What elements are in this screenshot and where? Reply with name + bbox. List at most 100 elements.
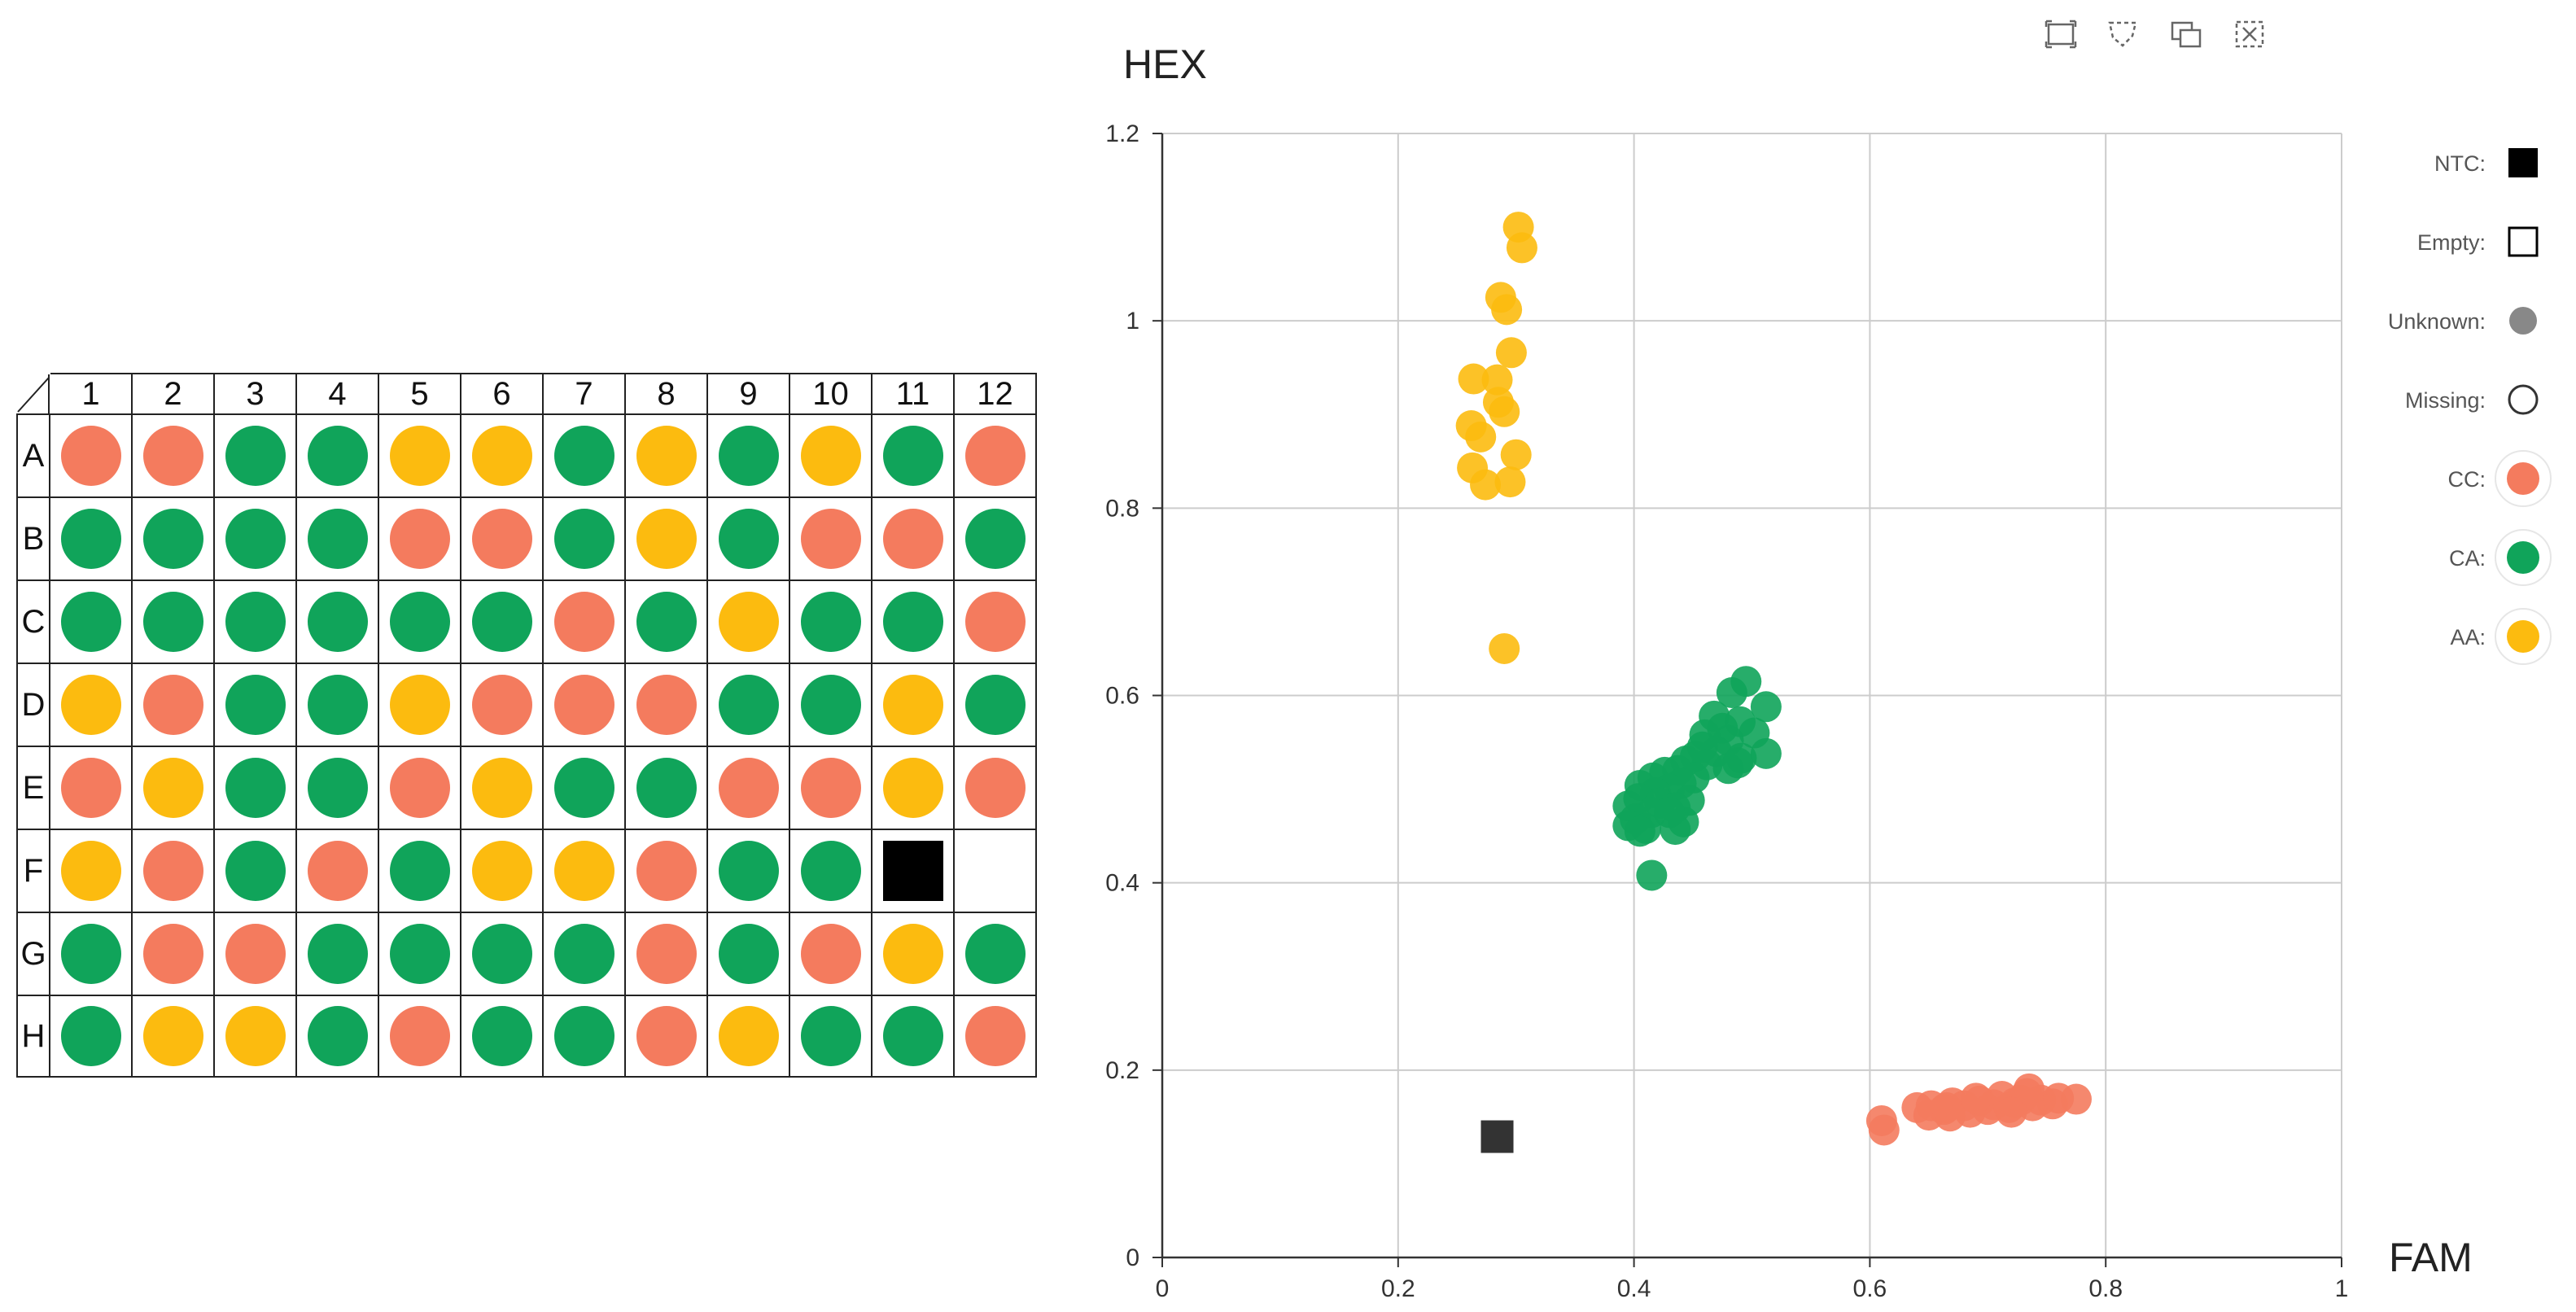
plate-well-C2[interactable] [133,579,215,663]
point-aa[interactable] [1489,632,1520,664]
plate-well-F3[interactable] [215,829,297,912]
plate-well-H7[interactable] [544,995,626,1078]
plate-well-A11[interactable] [873,413,955,496]
plate-well-B4[interactable] [297,496,379,579]
plate-well-H11[interactable] [873,995,955,1078]
plate-well-B7[interactable] [544,496,626,579]
plate-well-H2[interactable] [133,995,215,1078]
plate-well-D2[interactable] [133,663,215,746]
plate-well-G1[interactable] [50,912,133,995]
plate-well-F7[interactable] [544,829,626,912]
plate-well-A7[interactable] [544,413,626,496]
plate-well-A2[interactable] [133,413,215,496]
plate-well-F1[interactable] [50,829,133,912]
plate-well-G7[interactable] [544,912,626,995]
point-ca[interactable] [1722,747,1754,779]
plate-well-F4[interactable] [297,829,379,912]
plate-well-D3[interactable] [215,663,297,746]
plate-well-H10[interactable] [790,995,873,1078]
point-aa[interactable] [1500,439,1532,470]
plate-well-F6[interactable] [461,829,544,912]
plate-well-C10[interactable] [790,579,873,663]
plate-well-A5[interactable] [379,413,461,496]
plate-well-E12[interactable] [955,746,1037,829]
plate-well-A3[interactable] [215,413,297,496]
point-aa[interactable] [1470,469,1502,501]
plate-well-G9[interactable] [708,912,790,995]
plate-well-E5[interactable] [379,746,461,829]
point-cc[interactable] [1960,1082,1992,1114]
point-aa[interactable] [1458,363,1489,395]
plate-well-E11[interactable] [873,746,955,829]
point-cc[interactable] [2014,1073,2045,1104]
point-aa[interactable] [1495,337,1527,369]
plate-well-C8[interactable] [626,579,708,663]
plate-well-A4[interactable] [297,413,379,496]
plate-well-G12[interactable] [955,912,1037,995]
plate-well-F11[interactable] [873,829,955,912]
plate-well-B2[interactable] [133,496,215,579]
point-ca[interactable] [1750,691,1782,723]
plate-well-F5[interactable] [379,829,461,912]
plate-well-H1[interactable] [50,995,133,1078]
plate-well-E1[interactable] [50,746,133,829]
plate-well-F8[interactable] [626,829,708,912]
plate-well-D8[interactable] [626,663,708,746]
plate-well-D11[interactable] [873,663,955,746]
plate-well-D5[interactable] [379,663,461,746]
plate-well-C4[interactable] [297,579,379,663]
plate-well-B10[interactable] [790,496,873,579]
point-ca[interactable] [1654,797,1686,829]
lasso-select-icon[interactable] [2106,18,2139,50]
plate-well-A6[interactable] [461,413,544,496]
point-aa[interactable] [1481,364,1513,396]
point-aa[interactable] [1465,421,1497,453]
point-aa[interactable] [1491,294,1523,326]
plate-well-E2[interactable] [133,746,215,829]
plate-well-F12[interactable] [955,829,1037,912]
plate-well-A9[interactable] [708,413,790,496]
restore-view-icon[interactable] [2170,18,2202,50]
point-ca[interactable] [1636,859,1668,891]
point-ca[interactable] [1624,816,1655,847]
plate-well-H9[interactable] [708,995,790,1078]
plate-well-D4[interactable] [297,663,379,746]
point-ntc[interactable] [1480,1120,1514,1153]
clear-selection-icon[interactable] [2233,18,2266,50]
plate-well-E7[interactable] [544,746,626,829]
plate-well-E6[interactable] [461,746,544,829]
plate-well-D12[interactable] [955,663,1037,746]
point-aa[interactable] [1494,466,1526,498]
plate-well-C5[interactable] [379,579,461,663]
plate-well-F2[interactable] [133,829,215,912]
plate-well-B3[interactable] [215,496,297,579]
plate-well-G4[interactable] [297,912,379,995]
plate-well-H4[interactable] [297,995,379,1078]
plate-well-E4[interactable] [297,746,379,829]
point-cc[interactable] [1931,1091,1962,1123]
legend-aa-circle-icon[interactable] [2495,608,2552,665]
plate-well-H6[interactable] [461,995,544,1078]
plate-well-G11[interactable] [873,912,955,995]
plate-well-B6[interactable] [461,496,544,579]
plate-well-H12[interactable] [955,995,1037,1078]
point-ca[interactable] [1750,737,1782,769]
plate-well-A1[interactable] [50,413,133,496]
zoom-box-icon[interactable] [2045,18,2077,50]
plate-well-E9[interactable] [708,746,790,829]
plate-well-D6[interactable] [461,663,544,746]
plate-well-B9[interactable] [708,496,790,579]
legend-gray-circle-icon[interactable] [2509,307,2537,335]
plate-well-B11[interactable] [873,496,955,579]
plate-well-G5[interactable] [379,912,461,995]
plate-well-E8[interactable] [626,746,708,829]
plate-well-G6[interactable] [461,912,544,995]
plate-well-B8[interactable] [626,496,708,579]
plate-well-F10[interactable] [790,829,873,912]
point-cc[interactable] [1996,1096,2027,1128]
plate-well-D1[interactable] [50,663,133,746]
plate-well-A10[interactable] [790,413,873,496]
plate-well-C11[interactable] [873,579,955,663]
plate-well-C7[interactable] [544,579,626,663]
plate-well-E10[interactable] [790,746,873,829]
